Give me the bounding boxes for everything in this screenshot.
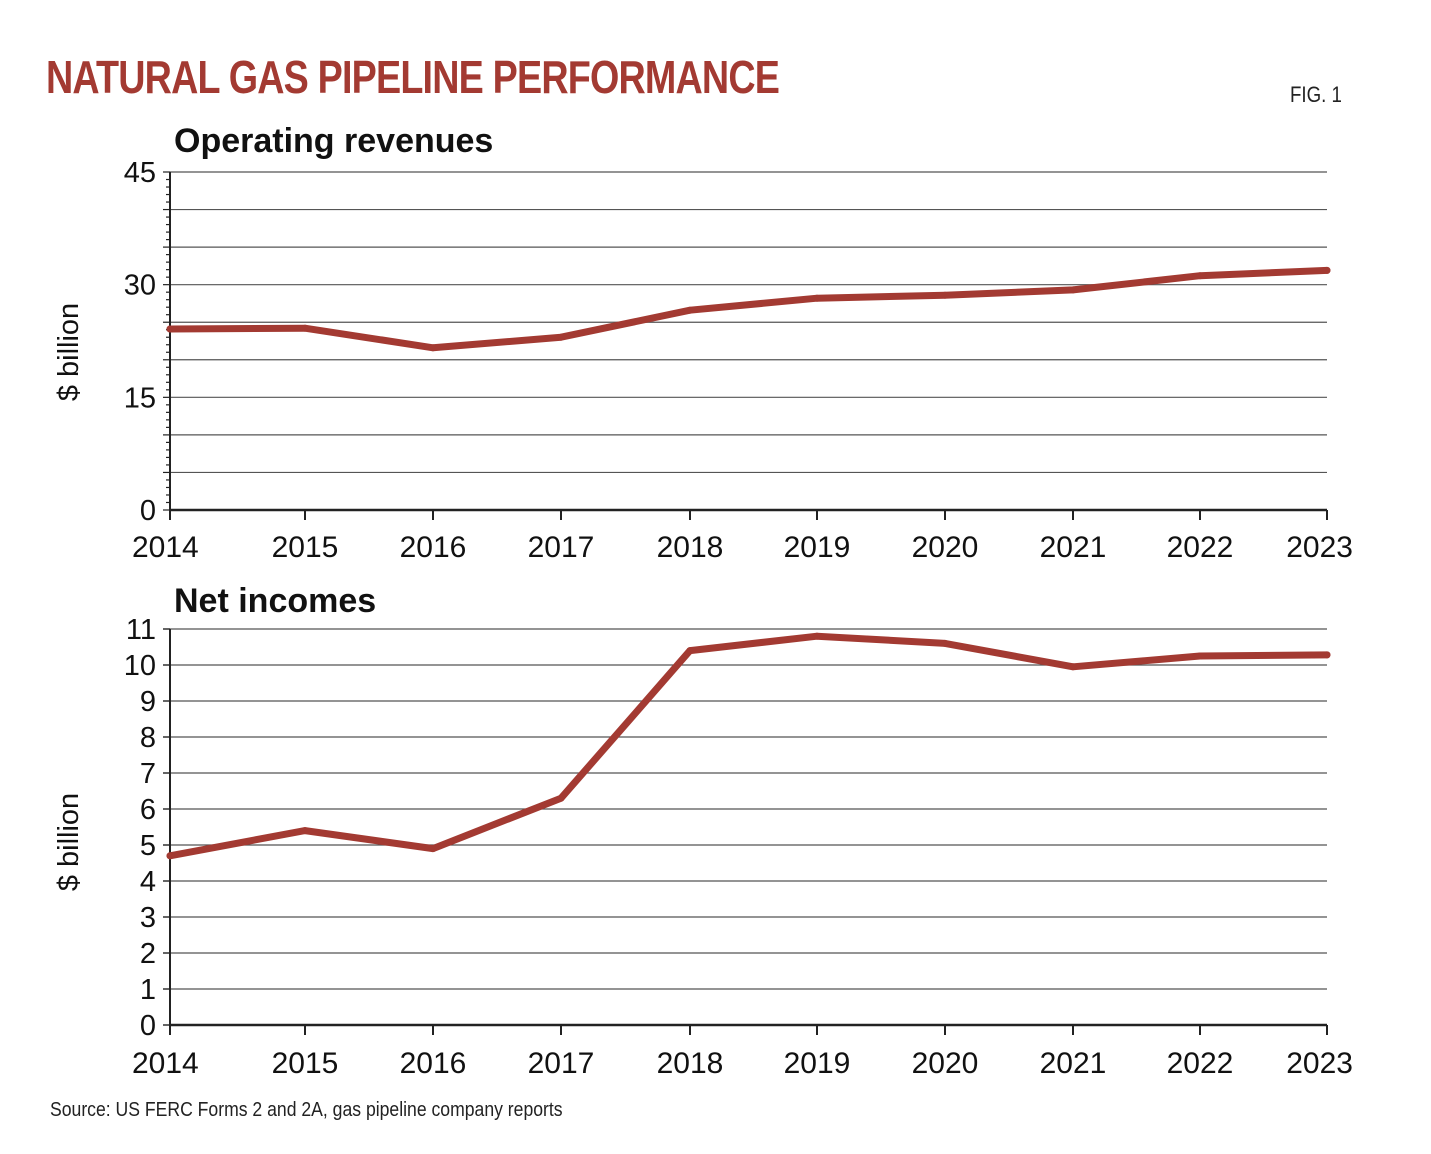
x-tick-label: 2021 bbox=[1040, 1047, 1107, 1080]
x-tick-label: 2017 bbox=[528, 531, 595, 564]
data-point bbox=[813, 632, 821, 640]
data-point bbox=[941, 639, 949, 647]
data-point bbox=[1196, 272, 1204, 280]
figure-number: FIG. 1 bbox=[1290, 82, 1342, 107]
x-tick-label: 2016 bbox=[400, 531, 467, 564]
data-point bbox=[686, 306, 694, 314]
x-tick-label: 2016 bbox=[400, 1047, 467, 1080]
x-tick-label: 2023 bbox=[1286, 1047, 1353, 1080]
y-tick-label: 3 bbox=[140, 902, 156, 934]
y-tick-label: 6 bbox=[140, 794, 156, 826]
net-incomes-chart: Net incomes $ billion 0 1 2 3 4 5 6 7 8 9 10 11 2014 20… bbox=[53, 582, 1353, 1080]
data-point bbox=[686, 647, 694, 655]
x-tick-label: 2020 bbox=[912, 531, 979, 564]
data-point bbox=[1196, 652, 1204, 660]
data-point bbox=[1069, 663, 1077, 671]
x-tick-label: 2021 bbox=[1040, 531, 1107, 564]
data-point bbox=[301, 324, 309, 332]
y-tick-label: 7 bbox=[140, 758, 156, 790]
x-tick-label: 2018 bbox=[657, 1047, 724, 1080]
x-tick-label: 2022 bbox=[1167, 531, 1234, 564]
y-tick-label: 15 bbox=[124, 382, 156, 414]
y-axis-label: $ billion bbox=[53, 793, 85, 891]
y-axis-label: $ billion bbox=[53, 303, 85, 401]
x-tick-label: 2014 bbox=[132, 531, 199, 564]
x-tick-label: 2018 bbox=[657, 531, 724, 564]
data-point bbox=[557, 794, 565, 802]
x-tick-label: 2022 bbox=[1167, 1047, 1234, 1080]
y-tick-label: 2 bbox=[140, 938, 156, 970]
series-line bbox=[166, 632, 1331, 860]
data-point bbox=[941, 291, 949, 299]
chart-title: Operating revenues bbox=[174, 122, 493, 160]
operating-revenues-chart: Operating revenues $ billion 0 15 30 45 2014 20… bbox=[53, 122, 1353, 564]
y-tick-label: 30 bbox=[124, 270, 156, 302]
source-note: Source: US FERC Forms 2 and 2A, gas pipe… bbox=[50, 1099, 563, 1121]
x-tick-label: 2015 bbox=[272, 1047, 339, 1080]
x-tick-label: 2020 bbox=[912, 1047, 979, 1080]
y-tick-label: 10 bbox=[124, 650, 156, 682]
data-point bbox=[166, 325, 174, 333]
series-line bbox=[166, 266, 1331, 352]
data-point bbox=[1069, 286, 1077, 294]
x-tick-label: 2023 bbox=[1286, 531, 1353, 564]
y-tick-label: 1 bbox=[140, 974, 156, 1006]
y-tick-label: 45 bbox=[124, 157, 156, 189]
data-point bbox=[166, 852, 174, 860]
x-tick-label: 2015 bbox=[272, 531, 339, 564]
x-tick-label: 2019 bbox=[784, 1047, 851, 1080]
figure-title: NATURAL GAS PIPELINE PERFORMANCE bbox=[46, 51, 780, 103]
data-point bbox=[429, 344, 437, 352]
y-tick-label: 8 bbox=[140, 722, 156, 754]
x-tick-label: 2017 bbox=[528, 1047, 595, 1080]
y-tick-label: 9 bbox=[140, 686, 156, 718]
y-tick-label: 0 bbox=[140, 495, 156, 527]
data-point bbox=[301, 827, 309, 835]
data-point bbox=[1323, 651, 1331, 659]
y-tick-label: 5 bbox=[140, 830, 156, 862]
y-tick-label: 11 bbox=[126, 614, 156, 646]
y-tick-label: 0 bbox=[140, 1010, 156, 1042]
y-tick-label: 4 bbox=[140, 866, 156, 898]
data-point bbox=[429, 845, 437, 853]
data-point bbox=[1323, 266, 1331, 274]
x-tick-label: 2019 bbox=[784, 531, 851, 564]
chart-title: Net incomes bbox=[174, 582, 376, 620]
data-point bbox=[813, 294, 821, 302]
x-tick-label: 2014 bbox=[132, 1047, 199, 1080]
data-point bbox=[557, 333, 565, 341]
